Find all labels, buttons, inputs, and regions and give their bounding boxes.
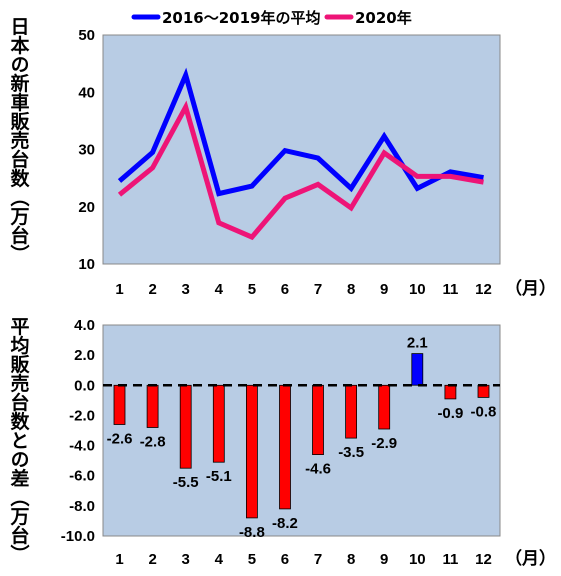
x-tick-label: 11 — [442, 551, 458, 568]
y-tick-label: -2.0 — [69, 407, 95, 424]
y-tick-label: -10.0 — [61, 528, 95, 545]
bar — [245, 384, 258, 519]
bar — [411, 353, 424, 386]
x-tick-label: 6 — [281, 551, 289, 568]
bar — [477, 384, 490, 398]
series-line-1 — [117, 67, 484, 197]
data-label: -4.6 — [305, 461, 331, 478]
y-tick-label: 30 — [78, 142, 95, 159]
line-chart-legend: 2016～2019年の平均 2020年 — [131, 9, 412, 27]
bar-chart-plot-area — [102, 324, 501, 537]
x-tick-label: 12 — [475, 281, 492, 298]
y-tick-label: 10 — [78, 256, 95, 273]
line-chart-y-axis-label: 日本の新車販売台数（万台） — [8, 17, 31, 264]
x-tick-label: 12 — [475, 551, 492, 568]
data-label: -8.8 — [239, 524, 265, 541]
x-tick-label: 1 — [115, 281, 123, 298]
bar — [179, 384, 192, 469]
y-tick-label: 4.0 — [74, 317, 95, 334]
y-tick-label: -8.0 — [69, 498, 95, 515]
x-tick-label: 7 — [314, 281, 322, 298]
x-tick-label: 10 — [409, 551, 426, 568]
bar — [345, 384, 358, 439]
data-label: -2.8 — [140, 434, 166, 451]
series-line-2 — [117, 100, 484, 241]
bar — [146, 384, 159, 428]
bar-chart-x-axis-label: （月） — [505, 548, 556, 569]
bar — [444, 384, 457, 400]
bar — [312, 384, 324, 455]
x-tick-label: 1 — [115, 551, 123, 568]
data-label: -0.8 — [471, 403, 497, 420]
x-tick-label: 5 — [248, 551, 256, 568]
data-label: -8.2 — [272, 515, 298, 532]
line-chart-x-ticks: 1 2 3 4 5 6 7 8 9 10 11 12 — [115, 281, 491, 298]
x-tick-label: 8 — [347, 551, 355, 568]
x-tick-label: 2 — [148, 281, 156, 298]
y-tick-label: -4.0 — [69, 438, 95, 455]
line-chart-x-axis-label: （月） — [505, 278, 556, 299]
x-tick-label: 9 — [380, 281, 388, 298]
data-label: -2.6 — [107, 431, 133, 448]
x-tick-label: 11 — [442, 281, 458, 298]
data-label: -5.5 — [173, 474, 199, 491]
y-tick-label: 20 — [78, 199, 95, 216]
bar-chart-x-ticks: 1 2 3 4 5 6 7 8 9 10 11 12 — [115, 551, 491, 568]
data-label: 2.1 — [407, 335, 428, 352]
x-tick-label: 10 — [409, 281, 426, 298]
x-tick-label: 5 — [248, 281, 256, 298]
bar-chart-data-labels: -2.6 -2.8 -5.5 -5.1 -8.8 -8.2 -4.6 -3.5 -2.9 2.1 -… — [107, 335, 497, 541]
data-label: -2.9 — [371, 435, 397, 452]
line-chart-y-ticks: 10 20 30 40 50 — [78, 27, 95, 273]
data-label: -5.1 — [206, 468, 232, 485]
y-tick-label: 50 — [78, 27, 95, 44]
x-tick-label: 6 — [281, 281, 289, 298]
bar — [279, 384, 291, 510]
bar-chart-bars — [113, 353, 490, 519]
x-tick-label: 9 — [380, 551, 388, 568]
data-label: -0.9 — [437, 405, 463, 422]
x-tick-label: 4 — [215, 281, 224, 298]
line-chart-series — [117, 67, 484, 241]
x-tick-label: 2 — [148, 551, 156, 568]
bar-chart-y-ticks: 4.0 2.0 0.0 -2.0 -4.0 -6.0 -8.0 -10.0 — [61, 317, 95, 545]
line-chart-plot-area — [102, 34, 501, 265]
y-tick-label: 2.0 — [74, 347, 95, 364]
legend-label: 2020年 — [355, 9, 412, 27]
x-tick-label: 8 — [347, 281, 355, 298]
x-tick-label: 3 — [182, 281, 190, 298]
legend-label: 2016～2019年の平均 — [162, 9, 321, 27]
y-tick-label: 40 — [78, 84, 95, 101]
y-tick-label: 0.0 — [74, 377, 95, 394]
bar — [212, 384, 225, 463]
bar — [378, 384, 391, 430]
y-tick-label: -6.0 — [69, 468, 95, 485]
bar-chart-y-axis-label: 平均販売台数との差（万台） — [8, 317, 31, 564]
data-label: -3.5 — [338, 444, 364, 461]
x-tick-label: 3 — [182, 551, 190, 568]
x-tick-label: 7 — [314, 551, 322, 568]
x-tick-label: 4 — [215, 551, 224, 568]
bar — [113, 384, 126, 425]
